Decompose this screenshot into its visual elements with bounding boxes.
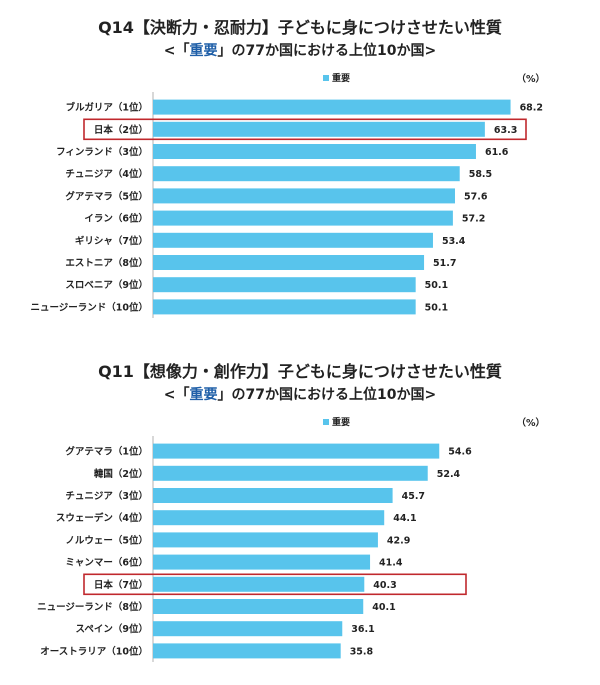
chart1-category-label: スロベニア（9位）: [65, 279, 148, 291]
chart1-subtitle-post: 」の77か国における上位10か国>: [217, 43, 437, 59]
chart1-bar: [153, 277, 416, 293]
chart1-category-label: グアテマラ（5位）: [65, 190, 148, 202]
chart1-highlight-box: [83, 118, 527, 141]
chart2-category-label: スペイン（9位）: [76, 623, 148, 635]
chart1-legend-swatch: [323, 75, 329, 81]
chart1-category-label: イラン（6位）: [84, 213, 148, 225]
chart1-title: Q14【決断力・忍耐力】子どもに身につけさせたい性質: [98, 18, 502, 37]
chart1-value-label: 51.7: [433, 258, 456, 269]
chart2-category-label: スウェーデン（4位）: [56, 512, 148, 524]
chart1-category-label: 日本（2位）: [94, 124, 148, 136]
chart1-bar: [153, 188, 455, 204]
chart2-bar: [153, 532, 378, 548]
chart2-value-label: 52.4: [437, 469, 461, 480]
chart2-bar: [153, 554, 371, 570]
chart2-legend-swatch: [323, 419, 329, 425]
chart1-bar: [153, 210, 453, 226]
chart2-bar: [153, 465, 428, 481]
chart1-value-label: 68.2: [520, 103, 543, 114]
chart2-highlight-box: [83, 573, 467, 596]
chart1-value-label: 50.1: [425, 302, 448, 313]
chart1-value-label: 57.6: [464, 191, 488, 202]
chart1-bar: [153, 299, 416, 315]
chart2-category-label: ノルウェー（5位）: [65, 534, 148, 546]
chart2-bar: [153, 488, 393, 503]
chart1-value-label: 58.5: [469, 169, 492, 180]
chart2-bar: [153, 576, 365, 592]
chart2-value-label: 44.1: [393, 513, 416, 524]
chart2-value-label: 42.9: [387, 535, 410, 546]
chart1-value-label: 50.1: [425, 280, 448, 291]
chart2-legend-label: 重要: [332, 416, 350, 428]
chart2-category-label: グアテマラ（1位）: [65, 446, 148, 458]
chart1-subtitle: <「重要」の77か国における上位10か国>: [0, 40, 600, 60]
chart2-value-label: 40.3: [373, 580, 396, 591]
chart2-value-label: 45.7: [402, 491, 425, 502]
chart1-bar: [153, 255, 425, 270]
chart2-subtitle-pre: <「: [163, 387, 190, 403]
chart2-subtitle: <「重要」の77か国における上位10か国>: [0, 384, 600, 404]
chart1-value-label: 61.6: [485, 147, 509, 158]
chart2-unit-label: （%）: [516, 417, 545, 429]
chart1-bar: [153, 121, 485, 137]
chart1-category-label: ニュージーランド（10位）: [30, 301, 148, 313]
chart2-title: Q11【想像力・創作力】子どもに身につけさせたい性質: [98, 362, 502, 381]
chart1-subtitle-highlight: 重要: [189, 43, 218, 59]
chart2-category-label: チュニジア（3位）: [65, 490, 148, 502]
chart2-value-label: 41.4: [379, 558, 403, 569]
chart1-category-label: ブルガリア（1位）: [66, 102, 148, 114]
chart1-bar: [153, 144, 476, 159]
chart2-bar: [153, 599, 364, 614]
chart2-category-label: ミャンマー（6位）: [65, 557, 148, 569]
chart2-value-label: 35.8: [350, 646, 374, 657]
chart1-category-label: ギリシャ（7位）: [75, 235, 148, 247]
chart2-bar: [153, 621, 343, 637]
chart1-unit-label: （%）: [516, 73, 545, 85]
chart1-legend-label: 重要: [332, 72, 350, 84]
chart2-category-label: オーストラリア（10位）: [40, 645, 148, 657]
chart2-value-label: 40.1: [372, 602, 395, 613]
chart1-bar: [153, 99, 511, 115]
chart2-value-label: 36.1: [351, 624, 374, 635]
chart2-category-label: 韓国（2位）: [94, 468, 148, 480]
chart2-subtitle-post: 」の77か国における上位10か国>: [217, 387, 437, 403]
chart1-category-label: チュニジア（4位）: [65, 168, 148, 180]
chart1-subtitle-pre: <「: [163, 43, 190, 59]
chart1-category-label: エストニア（8位）: [65, 257, 148, 269]
chart1-bar: [153, 166, 460, 182]
chart2-subtitle-highlight: 重要: [189, 387, 218, 403]
chart1-value-label: 57.2: [462, 214, 485, 225]
chart2-bar: [153, 643, 341, 659]
chart1-value-label: 63.3: [494, 125, 517, 136]
chart2-plot: 重要 （%） グアテマラ（1位） 54.6 韓国（2位） 52.4 チュニジア（3位） 45.…: [37, 416, 545, 662]
chart2-category-label: 日本（7位）: [94, 579, 148, 591]
chart2-category-label: ニュージーランド（8位）: [37, 601, 148, 613]
chart1-plot: 重要 （%） ブルガリア（1位） 68.2 日本（2位） 63.3 フィンランド（3位） 61…: [30, 72, 545, 318]
chart1-bar: [153, 232, 433, 248]
chart1-category-label: フィンランド（3位）: [56, 146, 148, 158]
chart2-bar: [153, 510, 385, 526]
chart2-value-label: 54.6: [448, 447, 472, 458]
chart1-value-label: 53.4: [442, 236, 466, 247]
chart2-bar: [153, 443, 440, 459]
